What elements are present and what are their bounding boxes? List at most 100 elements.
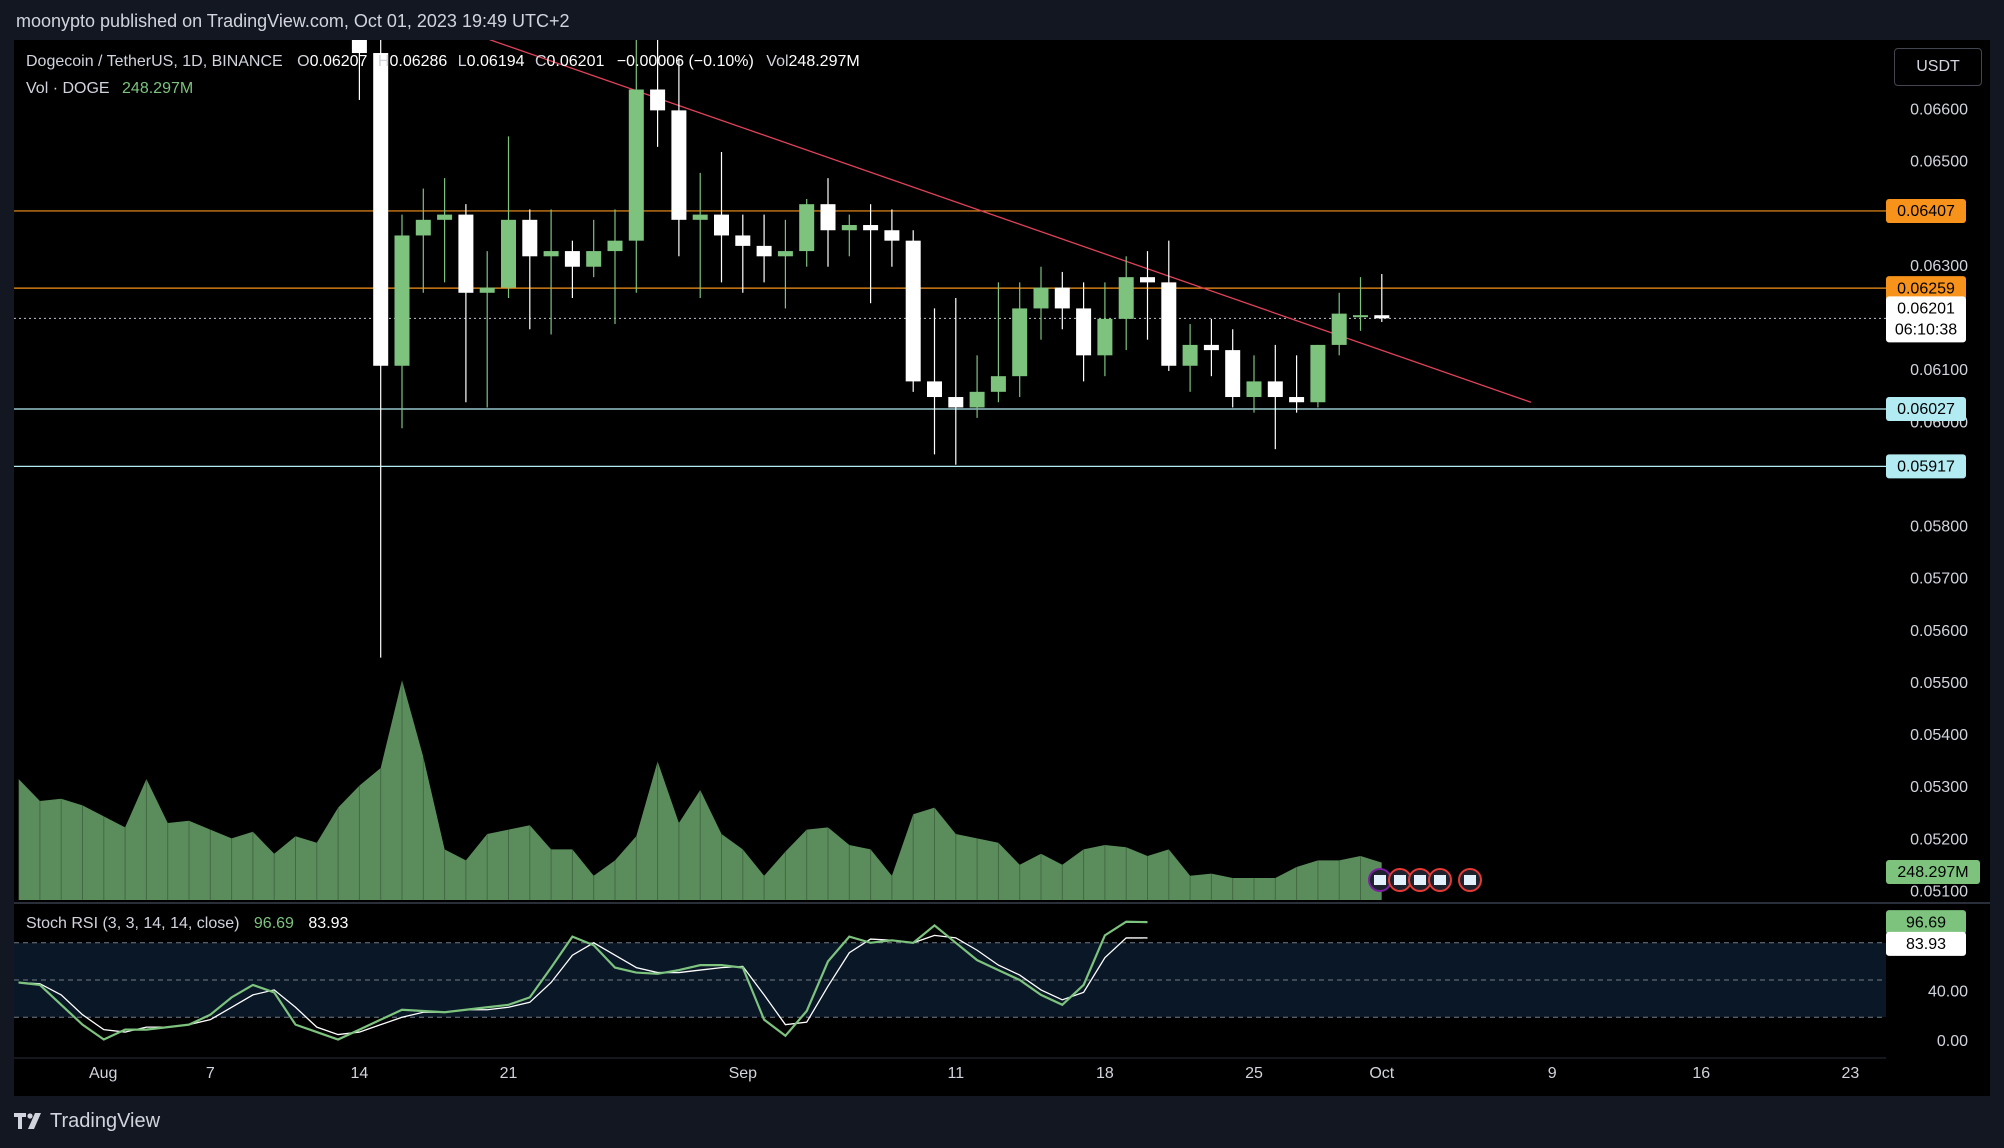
time-axis-tick: Sep [729,1065,758,1082]
stoch-k-value: 96.69 [253,915,294,932]
support-price-badge-label: 0.06027 [1897,401,1955,418]
last-price-value: 0.06201 [1897,301,1955,318]
price-axis-tick: 0.05500 [1910,675,1968,692]
candle-body [586,251,602,267]
candle-body [458,214,474,293]
symbol-legend: Dogecoin / TetherUS, 1D, BINANCE O0.0620… [26,53,860,71]
vol-series-value: 248.297M [122,80,194,97]
candle-body [735,235,751,246]
currency-button[interactable]: USDT [1894,48,1982,86]
change-value: −0.00006 (−0.10%) [616,53,754,70]
support-price-badge [1886,397,1966,422]
volume-area [18,680,1382,900]
candle-body [1012,308,1028,377]
candle-body [437,214,453,220]
stoch-d-badge [1886,931,1966,956]
price-axis-tick: 0.06300 [1910,258,1968,275]
candle-body [1246,381,1262,398]
candle-body [415,219,431,236]
resistance-price-badge-label: 0.06259 [1897,280,1955,297]
candle-body [969,391,985,408]
time-axis-tick: 7 [206,1065,215,1082]
candle-body [905,240,921,382]
event-flag-icon-inner [1374,875,1386,885]
candle-body [1331,313,1347,345]
stoch-title[interactable]: Stoch RSI (3, 3, 14, 14, close) [26,915,240,932]
time-axis-tick: 9 [1548,1065,1557,1082]
brand-label: TradingView [50,1110,161,1132]
tradingview-brand[interactable]: TradingView [14,1110,160,1133]
candle-body [1140,277,1155,283]
candle-body [479,287,495,293]
candle-body [394,235,410,366]
candle-body [1118,277,1134,319]
stoch-legend: Stoch RSI (3, 3, 14, 14, close) 96.69 83… [26,915,348,933]
candle-body [841,225,857,231]
candle-body [351,40,367,54]
price-axis-tick: 0.06500 [1910,154,1968,171]
last-price-badge [1886,296,1966,343]
candle-body [1310,344,1326,403]
candle-body [1161,282,1177,366]
stoch-d-line [18,934,1148,1036]
symbol-name[interactable]: Dogecoin / TetherUS, 1D, BINANCE [26,53,283,70]
vol-label: Vol [766,53,789,70]
candle-body [1374,315,1390,319]
time-axis-tick: 25 [1245,1065,1263,1082]
candle-body [820,204,836,231]
chart-frame[interactable] [14,40,1990,1096]
high-value: 0.06286 [389,53,448,70]
vol-series-label[interactable]: Vol · DOGE [26,80,110,97]
candle-body [1353,315,1368,318]
close-value: 0.06201 [546,53,605,70]
candle-body [863,225,879,231]
event-flag-icon-inner [1464,875,1476,885]
trendline [488,40,1532,403]
candle-body [1225,350,1241,398]
price-axis-tick: 0.05700 [1910,571,1968,588]
candle-body [799,204,815,252]
candles-group [351,40,1390,658]
resistance-price-badge-label: 0.06407 [1897,203,1955,220]
candle-body [990,376,1006,392]
candle-body [564,251,580,267]
volume-badge [1886,860,1980,884]
candle-body [501,219,516,288]
time-axis-tick: Aug [89,1065,117,1082]
time-axis-tick: 16 [1692,1065,1710,1082]
candle-body [948,397,964,408]
low-value: 0.06194 [466,53,525,70]
time-axis-tick: Oct [1369,1065,1394,1082]
stoch-axis-tick: 40.00 [1928,984,1968,1001]
candle-body [692,214,708,220]
candle-body [1182,344,1198,366]
bar-countdown: 06:10:38 [1895,322,1957,339]
price-axis-tick: 0.05300 [1910,779,1968,796]
candle-body [1289,397,1305,403]
support-price-badge-label: 0.05917 [1897,459,1955,476]
event-flag-icon-inner [1394,875,1406,885]
candle-body [714,214,729,236]
time-axis-tick: 14 [351,1065,369,1082]
candle-body [671,110,687,220]
stoch-k-badge [1886,910,1966,935]
volume-badge-label: 248.297M [1897,864,1968,881]
resistance-price-badge [1886,276,1966,301]
candle-body [777,251,793,257]
stoch-d-value: 83.93 [308,915,349,932]
price-axis-tick: 0.05400 [1910,727,1968,744]
price-axis-tick: 0.05100 [1910,883,1968,900]
publisher-line: moonypto published on TradingView.com, O… [16,11,570,31]
stoch-d-badge-label: 83.93 [1906,936,1946,953]
candle-body [1267,381,1283,398]
price-axis-tick: 0.05800 [1910,519,1968,536]
tradingview-logo-icon [14,1112,41,1129]
candle-body [927,381,942,398]
high-label: H [377,53,390,70]
candle-body [1097,318,1113,356]
publish-bar: moonypto published on TradingView.com, O… [0,0,2004,40]
candle-body [1054,287,1070,309]
time-axis-tick: 23 [1842,1065,1860,1082]
stoch-k-line [18,920,1148,1041]
